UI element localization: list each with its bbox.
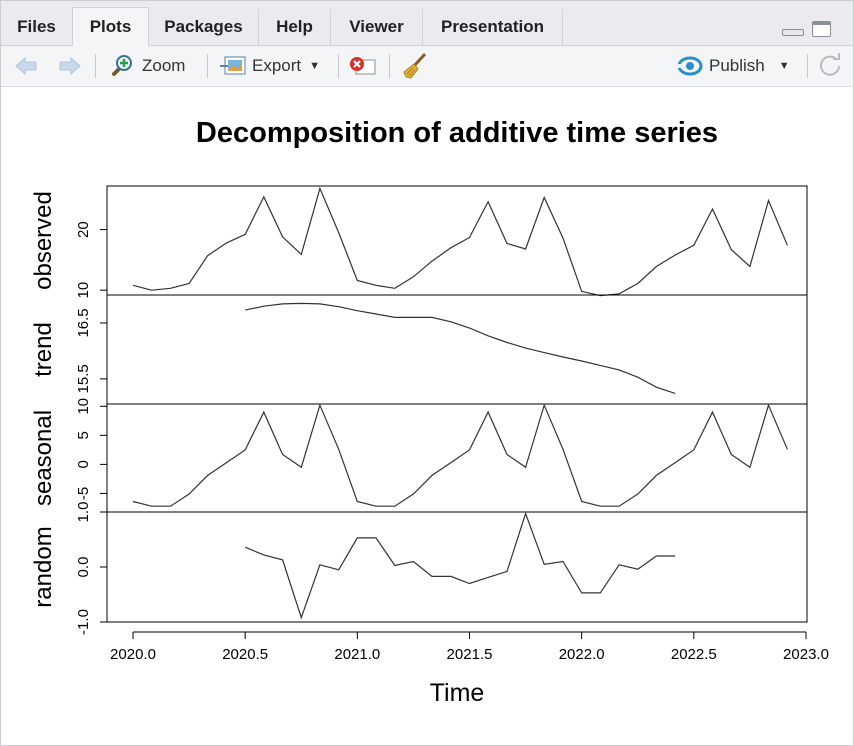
tab-help[interactable]: Help: [259, 9, 331, 45]
panel-random: -1.0 0.0 1.0 random: [30, 502, 808, 635]
x-tick-label: 2021.0: [334, 646, 380, 663]
publish-label: Publish: [709, 56, 765, 75]
minimize-pane-icon[interactable]: [782, 21, 804, 39]
series-line-seasonal: [132, 403, 788, 507]
toolbar-divider: [207, 54, 208, 78]
chevron-down-icon: ▼: [778, 60, 790, 72]
panel-frame: [106, 511, 808, 623]
arrow-right-icon: [59, 56, 81, 76]
y-tick-label: 0.0: [75, 557, 92, 578]
magnifier-plus-icon: [112, 55, 132, 76]
panel-trend: 15.5 16.5 trend: [30, 294, 808, 405]
toolbar-divider: [95, 54, 96, 78]
broom-icon: [403, 52, 427, 79]
export-button[interactable]: Export ▼: [219, 46, 320, 86]
remove-plot-button[interactable]: [348, 46, 378, 86]
refresh-icon: [820, 53, 840, 76]
x-tick-label: 2020.0: [110, 646, 156, 663]
y-tick-label: 5: [75, 431, 92, 439]
back-button[interactable]: [13, 46, 39, 86]
publish-icon: [676, 56, 703, 76]
tab-presentation[interactable]: Presentation: [423, 9, 563, 45]
y-tick-label: 10: [75, 282, 92, 299]
tab-viewer[interactable]: Viewer: [331, 9, 423, 45]
panel-label-random: random: [30, 526, 57, 607]
chart-title: Decomposition of additive time series: [196, 117, 718, 149]
y-tick-label: 15.5: [75, 364, 92, 393]
decomposition-plot: Decomposition of additive time series 10…: [30, 117, 829, 707]
panel-seasonal: -5 0 5 10 seasonal: [30, 398, 808, 513]
y-tick-label: 0: [75, 460, 92, 468]
y-tick-label: -1.0: [75, 609, 92, 635]
y-tick-label: 16.5: [75, 308, 92, 337]
x-axis-label: Time: [430, 679, 485, 707]
tab-bar: Files Plots Packages Help Viewer Present…: [1, 1, 853, 46]
panel-observed: 10 20 observed: [30, 185, 808, 299]
x-axis: 2020.0 2020.5 2021.0 2021.5 2022.0 2022.5 2023…: [110, 631, 829, 663]
panel-frame: [106, 185, 808, 296]
export-label: Export: [252, 56, 302, 75]
x-tick-label: 2023.0: [783, 646, 829, 663]
panel-label-observed: observed: [30, 191, 57, 290]
toolbar-divider: [338, 54, 339, 78]
remove-plot-icon: [350, 57, 376, 75]
tab-packages[interactable]: Packages: [149, 9, 259, 45]
x-tick-label: 2021.5: [447, 646, 493, 663]
y-tick-label: 10: [75, 398, 92, 415]
y-tick-label: -5: [75, 487, 92, 500]
plot-panels: 1020observed15.516.5trend-50510seasonal-…: [30, 185, 808, 635]
panel-frame: [106, 294, 808, 405]
panel-label-seasonal: seasonal: [30, 410, 57, 506]
toolbar-divider: [807, 54, 808, 78]
y-tick-label: 20: [75, 221, 92, 238]
zoom-label: Zoom: [142, 56, 186, 75]
tab-plots[interactable]: Plots: [72, 7, 149, 46]
clear-all-plots-button[interactable]: [400, 46, 428, 86]
publish-button[interactable]: Publish ▼: [676, 46, 790, 86]
tab-files[interactable]: Files: [1, 9, 73, 45]
forward-button[interactable]: [57, 46, 83, 86]
x-tick-label: 2020.5: [222, 646, 268, 663]
y-tick-label: 1.0: [75, 502, 92, 523]
x-tick-label: 2022.5: [671, 646, 717, 663]
chevron-down-icon: ▼: [309, 60, 321, 72]
refresh-button[interactable]: [817, 46, 843, 86]
maximize-pane-icon[interactable]: [812, 21, 834, 39]
zoom-button[interactable]: Zoom: [109, 46, 185, 86]
toolbar-divider: [389, 54, 390, 78]
export-image-icon: [220, 56, 246, 75]
x-tick-label: 2022.0: [559, 646, 605, 663]
series-line-observed: [132, 186, 788, 297]
series-line-trend: [245, 302, 676, 394]
series-line-random: [244, 511, 676, 620]
arrow-left-icon: [15, 56, 37, 76]
panel-label-trend: trend: [30, 322, 57, 377]
plot-toolbar: Zoom Export ▼: [1, 46, 853, 87]
